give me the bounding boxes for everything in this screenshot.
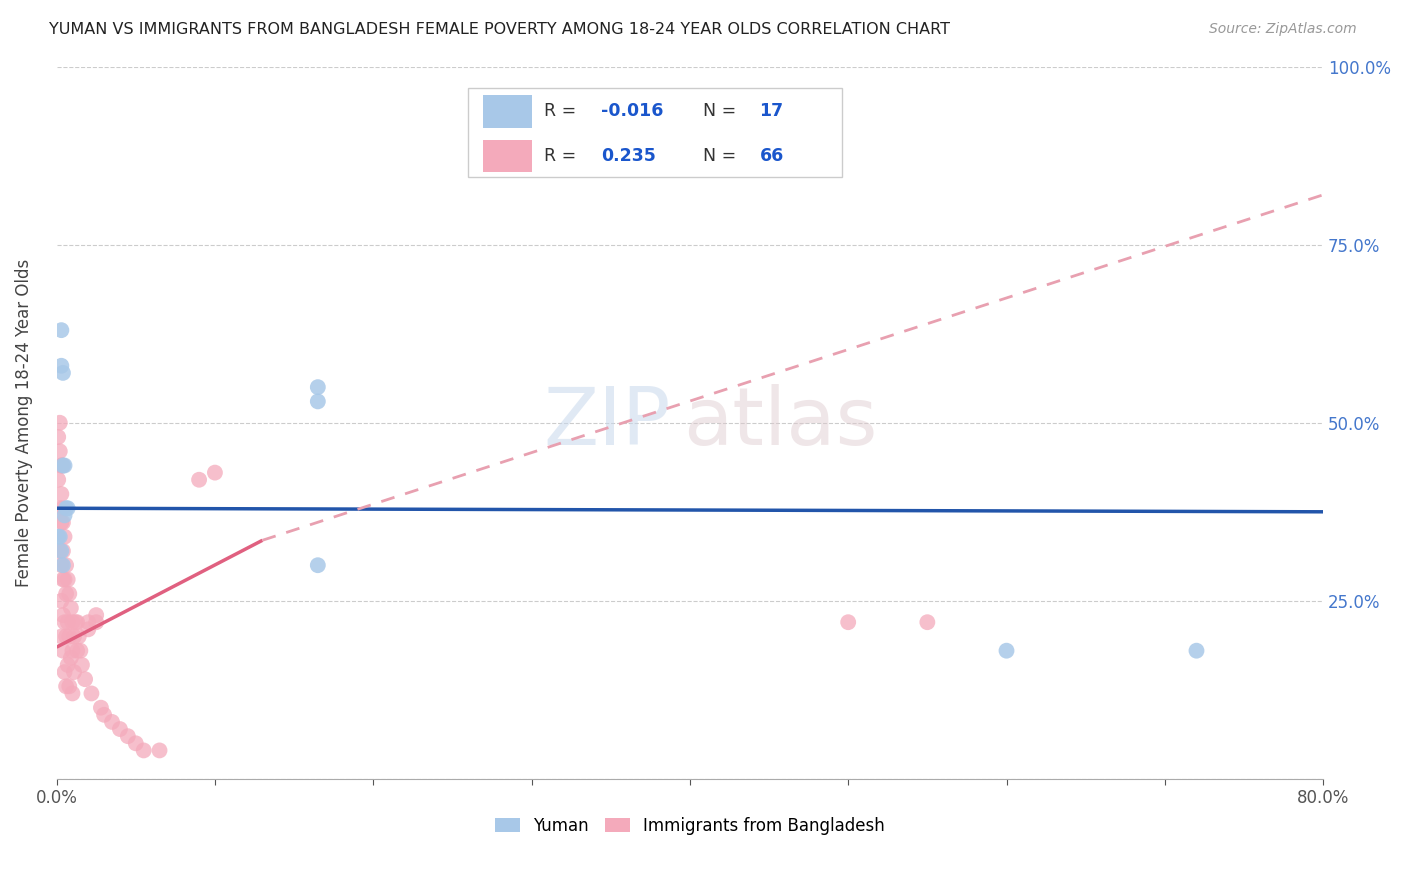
Point — [53, 530, 76, 544]
Point — [53, 615, 76, 630]
Point — [49, 416, 72, 430]
Point — [51, 323, 73, 337]
Point — [51, 487, 73, 501]
Point — [53, 458, 76, 473]
Point — [46, 430, 69, 444]
Point — [84, 608, 107, 623]
Point — [51, 544, 73, 558]
Point — [62, 643, 84, 657]
Point — [49, 501, 72, 516]
Point — [66, 643, 89, 657]
Point — [52, 458, 75, 473]
Point — [77, 615, 100, 630]
Text: R =: R = — [544, 102, 582, 120]
Point — [58, 587, 80, 601]
Point — [52, 366, 75, 380]
Point — [51, 359, 73, 373]
Point — [53, 665, 76, 679]
Point — [49, 530, 72, 544]
Point — [49, 544, 72, 558]
Text: -0.016: -0.016 — [602, 102, 664, 120]
Point — [52, 544, 75, 558]
Text: 66: 66 — [759, 146, 783, 165]
Point — [56, 657, 79, 672]
Point — [59, 601, 82, 615]
Point — [63, 665, 86, 679]
Text: ZIP: ZIP — [544, 384, 671, 462]
Point — [52, 458, 75, 473]
Point — [125, 736, 148, 750]
Point — [52, 608, 75, 623]
Point — [51, 458, 73, 473]
Point — [52, 501, 75, 516]
Point — [1185, 643, 1208, 657]
Point — [101, 714, 124, 729]
Point — [62, 686, 84, 700]
Text: YUMAN VS IMMIGRANTS FROM BANGLADESH FEMALE POVERTY AMONG 18-24 YEAR OLDS CORRELA: YUMAN VS IMMIGRANTS FROM BANGLADESH FEMA… — [49, 22, 950, 37]
Point — [52, 516, 75, 530]
Point — [917, 615, 939, 630]
Point — [46, 530, 69, 544]
Point — [55, 679, 77, 693]
Point — [55, 501, 77, 516]
Point — [132, 743, 155, 757]
Point — [52, 573, 75, 587]
Point — [46, 473, 69, 487]
Point — [84, 615, 107, 630]
Point — [67, 630, 90, 644]
Point — [55, 630, 77, 644]
Point — [55, 558, 77, 573]
Text: 17: 17 — [759, 102, 783, 120]
Point — [66, 615, 89, 630]
Point — [77, 623, 100, 637]
Point — [51, 558, 73, 573]
Point — [108, 722, 131, 736]
Point — [69, 643, 91, 657]
Point — [70, 657, 93, 672]
Point — [52, 643, 75, 657]
Point — [51, 594, 73, 608]
Point — [56, 615, 79, 630]
Point — [49, 444, 72, 458]
Point — [204, 466, 226, 480]
Text: 0.235: 0.235 — [602, 146, 657, 165]
Point — [56, 573, 79, 587]
Point — [51, 458, 73, 473]
Point — [53, 573, 76, 587]
Point — [55, 587, 77, 601]
Point — [58, 679, 80, 693]
Text: N =: N = — [703, 102, 741, 120]
Point — [62, 615, 84, 630]
Text: R =: R = — [544, 146, 582, 165]
Point — [80, 686, 103, 700]
Point — [51, 630, 73, 644]
Point — [307, 558, 329, 573]
Point — [65, 615, 87, 630]
Point — [52, 558, 75, 573]
Point — [995, 643, 1018, 657]
Point — [307, 380, 329, 394]
Point — [58, 630, 80, 644]
Point — [837, 615, 859, 630]
Point — [117, 729, 139, 743]
Text: Source: ZipAtlas.com: Source: ZipAtlas.com — [1209, 22, 1357, 37]
Point — [148, 743, 170, 757]
Y-axis label: Female Poverty Among 18-24 Year Olds: Female Poverty Among 18-24 Year Olds — [15, 259, 32, 587]
FancyBboxPatch shape — [484, 95, 531, 128]
Text: N =: N = — [703, 146, 741, 165]
Point — [63, 630, 86, 644]
Point — [188, 473, 211, 487]
Point — [90, 700, 112, 714]
Point — [307, 394, 329, 409]
Point — [93, 707, 115, 722]
Point — [51, 516, 73, 530]
Point — [56, 501, 79, 516]
Text: atlas: atlas — [683, 384, 877, 462]
FancyBboxPatch shape — [468, 88, 842, 177]
Point — [59, 650, 82, 665]
Point — [75, 672, 97, 686]
Legend: Yuman, Immigrants from Bangladesh: Yuman, Immigrants from Bangladesh — [495, 817, 886, 835]
Point — [53, 508, 76, 523]
FancyBboxPatch shape — [484, 140, 531, 172]
